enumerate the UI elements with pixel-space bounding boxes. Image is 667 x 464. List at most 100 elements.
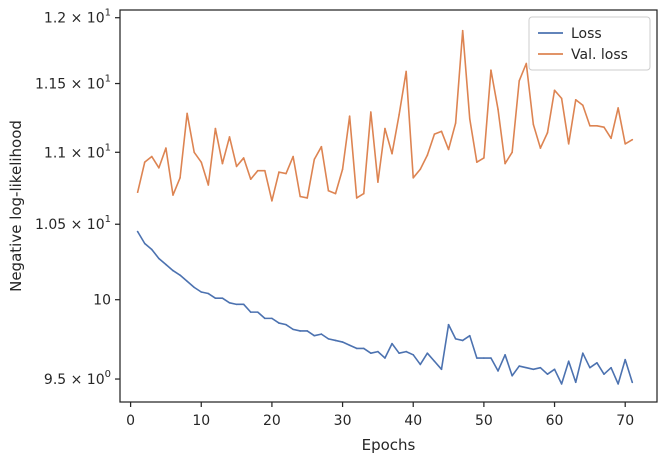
data-point-1-62 <box>574 98 577 101</box>
data-point-1-61 <box>567 143 570 145</box>
data-point-1-63 <box>582 104 584 107</box>
data-point-1-19 <box>271 200 273 202</box>
data-point-0-45 <box>454 338 457 340</box>
data-point-1-27 <box>327 189 330 192</box>
data-point-1-39 <box>412 177 415 179</box>
data-point-0-26 <box>320 333 323 335</box>
data-point-0-53 <box>511 374 513 377</box>
data-point-1-21 <box>285 172 287 175</box>
data-point-1-35 <box>384 127 386 130</box>
data-point-0-67 <box>610 366 612 369</box>
y-tick-label: 10 <box>93 293 111 309</box>
legend: Loss Val. loss <box>528 16 651 71</box>
series-layer <box>136 29 634 385</box>
data-point-1-55 <box>525 62 528 65</box>
data-point-1-67 <box>610 137 612 140</box>
y-tick-label: 1.2 × 101 <box>44 8 111 27</box>
data-point-0-21 <box>285 323 287 326</box>
data-point-1-23 <box>299 195 301 198</box>
x-tick-label: 30 <box>334 413 352 429</box>
data-point-1-7 <box>186 112 188 115</box>
data-point-1-38 <box>405 70 407 73</box>
data-point-1-18 <box>264 169 266 172</box>
legend-label-0: Loss <box>571 26 602 42</box>
data-point-1-33 <box>370 111 372 113</box>
data-point-0-51 <box>497 370 499 372</box>
data-point-1-41 <box>426 154 429 156</box>
data-point-1-51 <box>497 108 499 111</box>
data-point-1-45 <box>454 122 457 124</box>
data-point-1-1 <box>143 161 146 163</box>
x-tick-label: 20 <box>263 413 281 429</box>
x-tick-label: 40 <box>404 413 422 429</box>
data-point-0-4 <box>165 263 167 266</box>
plot-area <box>120 10 657 402</box>
data-point-0-57 <box>539 366 542 369</box>
data-point-1-54 <box>518 80 521 82</box>
data-point-0-31 <box>355 347 358 350</box>
data-point-1-57 <box>539 147 542 149</box>
data-point-0-28 <box>334 339 337 342</box>
data-point-1-43 <box>440 130 443 133</box>
data-point-0-15 <box>242 303 245 306</box>
y-tick-label: 1.05 × 101 <box>35 214 111 233</box>
data-point-1-42 <box>433 133 436 135</box>
data-point-0-0 <box>136 230 139 233</box>
data-point-1-70 <box>631 138 634 141</box>
data-point-1-14 <box>235 165 238 168</box>
data-point-0-9 <box>200 291 203 293</box>
data-point-1-68 <box>617 107 619 109</box>
data-point-0-68 <box>617 383 619 385</box>
data-point-0-10 <box>207 292 210 295</box>
data-point-1-2 <box>151 155 153 158</box>
data-point-0-6 <box>179 274 181 276</box>
data-point-0-18 <box>264 317 266 320</box>
data-point-0-14 <box>235 303 238 306</box>
data-point-1-47 <box>468 118 471 120</box>
x-axis-ticks: 0 10 20 30 40 50 60 70 <box>126 402 634 429</box>
data-point-1-0 <box>136 191 139 193</box>
data-point-0-62 <box>574 381 577 384</box>
data-point-0-55 <box>525 366 528 369</box>
data-point-0-50 <box>490 357 492 359</box>
x-axis-label: Epochs <box>362 436 416 454</box>
data-point-0-66 <box>603 373 605 375</box>
data-point-1-6 <box>179 177 181 179</box>
data-point-1-9 <box>200 161 203 163</box>
data-point-0-65 <box>596 362 598 364</box>
data-point-0-30 <box>348 344 351 347</box>
data-point-1-50 <box>490 69 492 71</box>
legend-box <box>528 16 651 71</box>
data-point-0-37 <box>398 352 400 355</box>
y-tick-label: 1.1 × 101 <box>44 142 111 161</box>
data-point-0-3 <box>158 257 160 260</box>
data-point-1-31 <box>355 197 358 199</box>
data-point-1-20 <box>278 171 280 173</box>
data-point-0-11 <box>214 297 217 299</box>
data-point-0-13 <box>228 302 231 304</box>
data-point-1-4 <box>165 147 167 149</box>
data-point-0-56 <box>532 368 535 371</box>
data-point-1-10 <box>207 184 210 186</box>
data-point-1-3 <box>158 167 160 169</box>
data-point-0-46 <box>461 339 464 342</box>
data-point-1-30 <box>348 115 351 117</box>
data-point-0-7 <box>186 280 188 283</box>
data-point-0-48 <box>476 357 478 359</box>
data-point-1-24 <box>306 197 309 199</box>
data-point-0-12 <box>221 297 224 299</box>
data-point-0-5 <box>172 269 174 272</box>
data-point-1-69 <box>624 143 626 145</box>
data-point-1-13 <box>228 136 231 138</box>
data-point-1-53 <box>511 151 513 154</box>
data-point-0-24 <box>306 330 309 332</box>
data-point-1-52 <box>504 162 506 165</box>
data-point-0-47 <box>468 334 471 337</box>
data-point-0-16 <box>249 311 252 313</box>
data-point-0-49 <box>483 357 485 359</box>
data-point-1-28 <box>334 192 337 195</box>
data-point-1-64 <box>589 125 591 127</box>
data-point-1-56 <box>532 123 535 126</box>
y-axis-label: Negative log-likelihood <box>7 120 25 292</box>
